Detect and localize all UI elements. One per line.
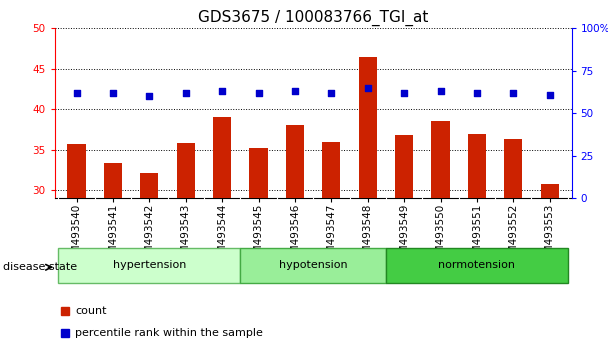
Text: GSM493541: GSM493541 (108, 204, 118, 267)
Text: count: count (75, 306, 107, 316)
Bar (504, 139, 522, 354)
Bar (386, 248, 568, 283)
Point (290, 88, 300, 94)
Text: percentile rank within the sample: percentile rank within the sample (75, 328, 263, 338)
Bar (468, 133, 486, 354)
Bar (177, 143, 195, 354)
Text: GSM493542: GSM493542 (144, 204, 154, 267)
Text: hypertension: hypertension (112, 260, 186, 270)
Text: disease state: disease state (3, 262, 77, 272)
Bar (249, 148, 268, 354)
Text: GSM493547: GSM493547 (326, 204, 336, 267)
Text: GSM493544: GSM493544 (217, 204, 227, 267)
Bar (140, 173, 159, 354)
Point (472, 90, 482, 96)
Bar (58, 248, 240, 283)
Text: GSM493540: GSM493540 (72, 204, 81, 267)
Bar (286, 125, 304, 354)
Text: GSM493553: GSM493553 (545, 204, 554, 267)
Point (399, 90, 409, 96)
Bar (213, 117, 231, 354)
Text: hypotension: hypotension (279, 260, 347, 270)
Text: GSM493545: GSM493545 (254, 204, 263, 267)
Bar (395, 135, 413, 354)
Point (145, 93, 154, 99)
Bar (541, 184, 559, 354)
Bar (104, 164, 122, 354)
Text: GSM493549: GSM493549 (399, 204, 409, 267)
Text: GSM493543: GSM493543 (181, 204, 191, 267)
Point (181, 90, 190, 96)
Point (108, 90, 118, 96)
Bar (240, 248, 386, 283)
Bar (359, 57, 377, 354)
Text: GSM493548: GSM493548 (363, 204, 373, 267)
Text: normotension: normotension (438, 260, 516, 270)
Text: GSM493551: GSM493551 (472, 204, 482, 267)
Point (508, 90, 518, 96)
Point (326, 90, 336, 96)
Point (72, 90, 81, 96)
Point (217, 88, 227, 94)
Bar (67, 144, 86, 354)
Text: GSM493552: GSM493552 (508, 204, 518, 267)
Point (436, 88, 446, 94)
Bar (322, 142, 340, 354)
Title: GDS3675 / 100083766_TGI_at: GDS3675 / 100083766_TGI_at (198, 9, 428, 25)
Text: GSM493550: GSM493550 (435, 204, 446, 267)
Bar (432, 121, 449, 354)
Point (254, 90, 263, 96)
Point (545, 92, 554, 97)
Text: GSM493546: GSM493546 (290, 204, 300, 267)
Point (363, 85, 373, 91)
